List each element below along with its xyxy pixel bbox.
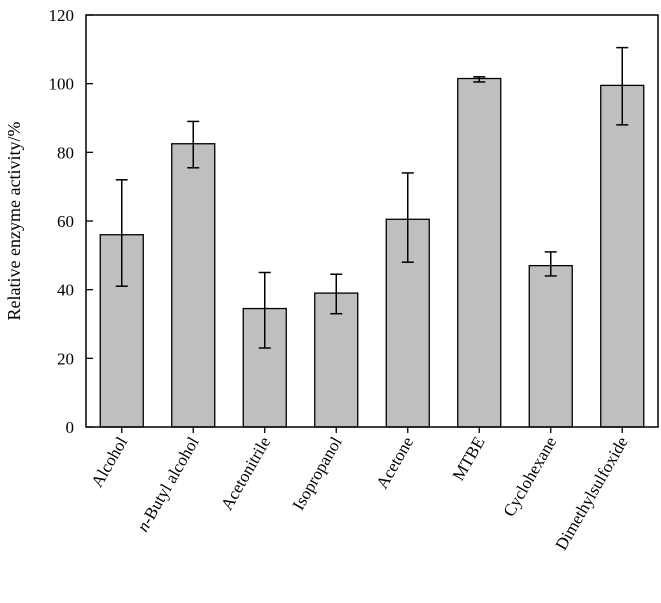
- y-tick-label-4: 80: [57, 143, 74, 162]
- y-tick-label-3: 60: [57, 212, 74, 231]
- error-bar-7: [616, 46, 629, 126]
- x-tick-label-5: MTBE: [449, 434, 489, 484]
- x-tick-label-4: Acetone: [372, 434, 417, 493]
- bar-4: [385, 218, 430, 428]
- y-axis: 0 20 40 60 80 100 120: [49, 6, 93, 437]
- x-tick-label-text: Alcohol: [87, 433, 131, 490]
- x-tick-label-text: Cyclohexane: [499, 434, 560, 520]
- error-bar-4: [401, 172, 414, 263]
- error-bar-1: [187, 120, 200, 169]
- y-tick-label-1: 20: [57, 349, 74, 368]
- x-tick-label-text: -Butyl alcohol: [137, 433, 202, 527]
- y-axis-label: Relative enzyme activity/%: [4, 122, 24, 321]
- y-tick-label-2: 40: [57, 281, 74, 300]
- error-bar-3: [330, 273, 343, 315]
- x-tick-label-1: n-Butyl alcohol: [133, 433, 203, 535]
- error-bar-0: [115, 179, 128, 287]
- x-tick-label-text: Acetonitrile: [217, 434, 274, 514]
- error-bar-2: [258, 271, 271, 349]
- x-tick-label-3: Isopropanol: [289, 433, 346, 513]
- error-bar-6: [544, 251, 557, 277]
- x-tick-label-7: Dimethylsulfoxide: [552, 434, 632, 554]
- bar-5: [457, 77, 502, 428]
- x-tick-label-2: Acetonitrile: [217, 434, 274, 514]
- bars: [99, 77, 645, 428]
- x-tick-label-6: Cyclohexane: [499, 434, 560, 520]
- x-tick-label-0: Alcohol: [87, 433, 131, 490]
- x-tick-label-text: Isopropanol: [289, 433, 346, 513]
- error-bar-5: [473, 76, 486, 83]
- bar-6: [528, 264, 573, 428]
- x-tick-label-text: MTBE: [449, 434, 489, 484]
- bar-1: [171, 143, 216, 428]
- x-tick-label-text: Dimethylsulfoxide: [552, 434, 632, 554]
- x-tick-label-text: Acetone: [372, 434, 417, 493]
- bar-7: [600, 84, 645, 428]
- error-bars: [115, 46, 629, 349]
- y-tick-label-0: 0: [66, 418, 75, 437]
- y-tick-label-6: 120: [49, 6, 75, 25]
- y-tick-label-5: 100: [49, 75, 75, 94]
